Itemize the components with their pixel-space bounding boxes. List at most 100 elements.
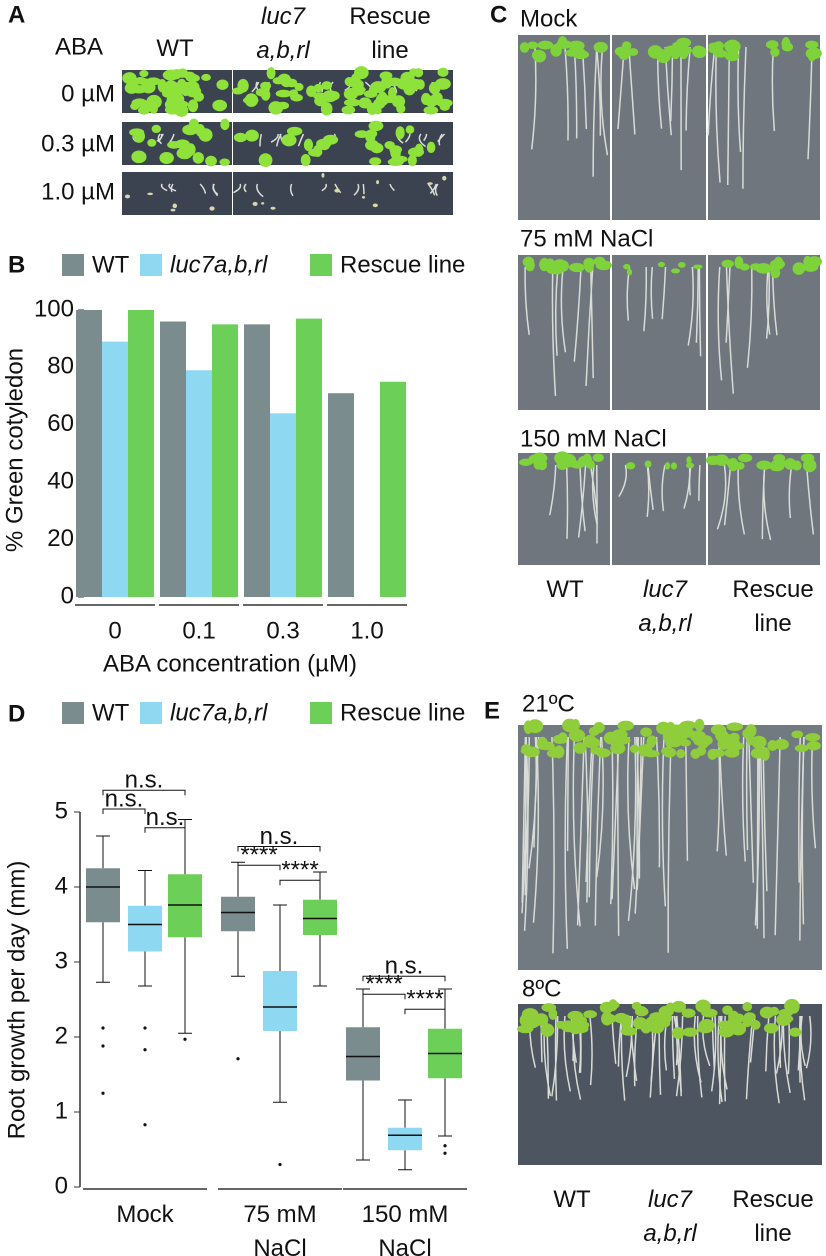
- seedling: [608, 999, 618, 1012]
- root: [805, 1015, 812, 1069]
- bar: [270, 413, 296, 597]
- root: [585, 266, 594, 387]
- root: [404, 133, 411, 143]
- root: [243, 183, 247, 193]
- bracket: [144, 827, 186, 833]
- root: [625, 1015, 634, 1078]
- seedling: [426, 141, 436, 154]
- root: [595, 46, 602, 136]
- bar: [380, 381, 406, 597]
- root: [418, 133, 426, 148]
- seedling: [557, 260, 569, 272]
- column-label: WT: [546, 576, 584, 603]
- legend-label: WT: [92, 699, 130, 726]
- seedling: [220, 118, 230, 131]
- seedling: [532, 50, 547, 63]
- seedling: [717, 1020, 735, 1029]
- seedling: [710, 724, 727, 736]
- seedling: [413, 68, 424, 78]
- seedling: [548, 1008, 558, 1020]
- seedling: [209, 206, 215, 211]
- root: [524, 266, 530, 335]
- seedling: [170, 208, 176, 212]
- seedling: [573, 742, 587, 754]
- seedling: [751, 735, 767, 749]
- bracket: [102, 808, 146, 814]
- column-label: luc7 a,b,rl: [256, 3, 310, 64]
- root: [157, 133, 163, 145]
- seedling: [231, 87, 245, 95]
- seedling: [375, 93, 390, 106]
- significance: ****: [365, 971, 402, 998]
- photo: [233, 172, 343, 215]
- seedling: [631, 1001, 642, 1011]
- root: [600, 46, 609, 156]
- root: [616, 736, 620, 936]
- root: [594, 736, 602, 926]
- seedling: [395, 126, 405, 140]
- root: [727, 46, 731, 186]
- seedling: [567, 1010, 584, 1021]
- root: [579, 464, 586, 532]
- root: [212, 183, 219, 195]
- column-label: Rescue line: [349, 3, 431, 64]
- row-header: ABA: [55, 33, 103, 60]
- root: [551, 266, 557, 397]
- seedling: [192, 152, 205, 164]
- seedling: [169, 83, 186, 96]
- y-tick-label: 0: [55, 1172, 68, 1199]
- seedling: [519, 458, 533, 466]
- seedling: [187, 99, 199, 113]
- y-tick-label: 2: [55, 1022, 68, 1049]
- root: [566, 736, 570, 851]
- outlier: [278, 1162, 282, 1167]
- seedling: [343, 98, 361, 107]
- seedling: [303, 138, 314, 152]
- seedling: [644, 460, 652, 468]
- seedling: [626, 268, 633, 276]
- root: [589, 1015, 593, 1086]
- seedling: [679, 47, 689, 60]
- seedling: [763, 1023, 779, 1034]
- root: [749, 1015, 756, 1063]
- box: [388, 1127, 422, 1151]
- seedling: [670, 49, 681, 60]
- seedling: [169, 92, 185, 107]
- root: [389, 183, 395, 192]
- seedling: [341, 105, 356, 115]
- seedling: [582, 453, 592, 466]
- bracket: [237, 864, 281, 871]
- y-tick-label: 100: [34, 295, 74, 322]
- significance: ****: [406, 986, 443, 1013]
- root: [591, 464, 598, 525]
- seedling: [146, 94, 162, 109]
- seedling: [407, 147, 425, 157]
- seedling: [730, 1022, 747, 1036]
- seedling: [405, 125, 415, 134]
- box: [263, 971, 297, 1031]
- column-label: WT: [553, 1186, 591, 1213]
- seedling: [610, 742, 626, 755]
- root: [774, 736, 781, 936]
- seedling: [784, 458, 796, 470]
- outlier: [143, 1026, 147, 1030]
- seedling: [583, 1010, 597, 1019]
- column-label: luc7 a,b,rl: [643, 1186, 697, 1247]
- seedling: [539, 741, 555, 751]
- root: [725, 266, 735, 394]
- seedling: [734, 256, 744, 269]
- seedling: [368, 120, 384, 132]
- seedling: [372, 203, 378, 208]
- root: [168, 183, 177, 192]
- seedling: [130, 102, 140, 110]
- root: [334, 183, 342, 194]
- root: [572, 736, 581, 927]
- significance: n.s.: [125, 767, 164, 794]
- seedling: [774, 738, 789, 750]
- seedling: [294, 83, 304, 92]
- x-tick-label: 75 mM NaCl: [243, 1201, 317, 1256]
- root: [745, 736, 749, 851]
- x-tick-label: Mock: [116, 1201, 174, 1228]
- seedling: [661, 1011, 672, 1024]
- seedling: [276, 101, 290, 110]
